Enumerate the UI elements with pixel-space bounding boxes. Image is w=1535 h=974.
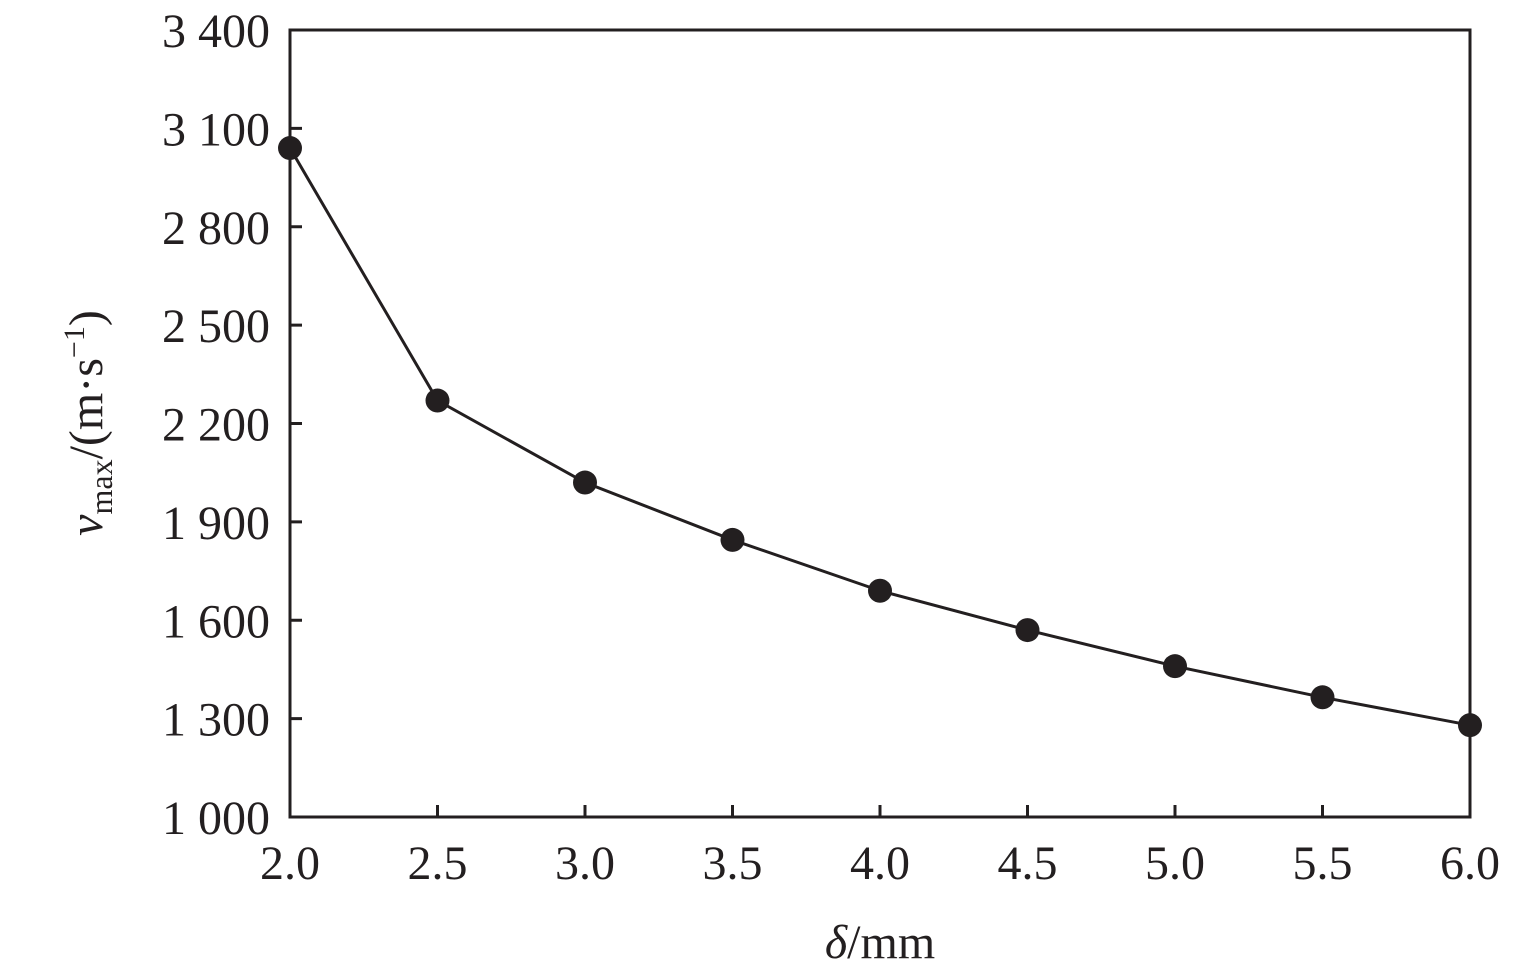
x-tick-label: 5.5 xyxy=(1293,837,1353,890)
y-axis-ticks: 1 000 1 300 1 600 1 900 2 200 2 500 2 800 3 100… xyxy=(162,5,302,845)
data-point xyxy=(278,136,302,161)
data-point xyxy=(868,578,892,603)
y-tick-label: 2 500 xyxy=(162,300,270,353)
y-axis-title: vmax/(m·s−1) xyxy=(58,310,119,536)
y-tick-label: 2 200 xyxy=(162,399,270,452)
data-point xyxy=(1310,685,1335,710)
x-axis-title: δ/mm xyxy=(825,916,935,969)
x-tick-label: 3.5 xyxy=(703,837,763,890)
data-point xyxy=(720,527,745,552)
x-tick-label: 2.0 xyxy=(260,837,320,890)
y-tick-label: 1 000 xyxy=(162,792,270,845)
data-point xyxy=(573,470,597,495)
x-tick-label: 2.5 xyxy=(408,837,468,890)
y-axis-unit: /(m·s xyxy=(60,358,113,459)
y-tick-label: 1 300 xyxy=(162,694,270,747)
plot-frame xyxy=(288,28,1472,819)
y-tick-label: 1 600 xyxy=(162,595,270,648)
y-axis-superscript: −1 xyxy=(58,326,91,358)
y-tick-label: 3 100 xyxy=(162,103,270,156)
x-tick-label: 3.0 xyxy=(555,837,615,890)
y-axis-subscript: max xyxy=(83,459,119,514)
x-axis-unit: /mm xyxy=(847,916,935,969)
y-tick-label: 2 800 xyxy=(162,202,270,255)
y-tick-label: 1 900 xyxy=(162,497,270,550)
y-axis-close: ) xyxy=(60,310,113,326)
series-layer xyxy=(278,136,1482,738)
data-point xyxy=(1163,654,1187,679)
data-point xyxy=(1015,618,1040,643)
data-point xyxy=(425,388,450,413)
x-tick-label: 5.0 xyxy=(1145,837,1205,890)
x-axis-symbol: δ xyxy=(825,916,848,969)
y-tick-label: 3 400 xyxy=(162,5,270,58)
x-tick-label: 4.0 xyxy=(850,837,910,890)
y-axis-symbol: v xyxy=(60,514,113,536)
series-line xyxy=(288,147,1471,727)
data-point xyxy=(1458,713,1482,738)
x-axis-ticks: 2.0 2.5 3.0 3.5 4.0 4.5 5.0 5.5 6.0 xyxy=(260,805,1500,890)
x-tick-label: 4.5 xyxy=(998,837,1058,890)
x-tick-label: 6.0 xyxy=(1440,837,1500,890)
